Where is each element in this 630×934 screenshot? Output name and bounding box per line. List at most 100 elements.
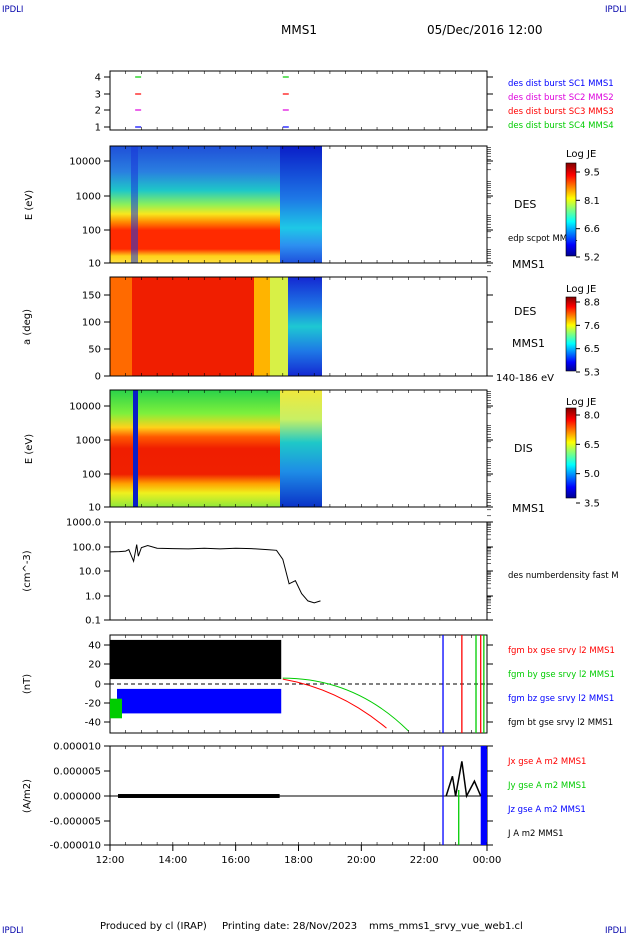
y-tick-label: 1000 — [76, 192, 101, 203]
dis-energy-yticks: 10000 1000 100 10 — [69, 391, 493, 517]
burst-legend-entry: des dist burst SC3 MMS3 — [508, 107, 614, 117]
burst-legend-entry: des dist burst SC2 MMS2 — [508, 93, 614, 103]
y-tick-label: -0.000010 — [50, 841, 101, 852]
des-energy-yticks: 10000 1000 100 10 — [69, 147, 493, 273]
des-pitch-spectrogram-tail — [288, 277, 322, 376]
magnetic-field-panel: 40 20 0 -20 -40 (nT) fgm bx gse srvy l2 MMS1… — [22, 634, 615, 734]
y-tick-label: 100 — [82, 470, 101, 481]
colorbar-tick-label: 8.1 — [584, 196, 600, 207]
colorbar-tick-label: 6.6 — [584, 224, 600, 235]
dis-energy-stripe — [133, 390, 138, 507]
y-tick-label: 100 — [82, 318, 101, 329]
des-energy-colorbar: Log JE 9.5 8.1 6.6 5.2 — [565, 149, 600, 264]
time-axis-tick-label: 16:00 — [221, 855, 250, 866]
by-trace — [282, 677, 409, 732]
y-tick-label: 100.0 — [72, 543, 101, 554]
current-legend-entry: J A m2 MMS1 — [507, 829, 564, 839]
burst-legend: des dist burst SC1 MMS1 des dist burst SC… — [508, 79, 614, 131]
magnetic-field-legend-entry: fgm bt gse srvy l2 MMS1 — [508, 718, 613, 728]
time-axis-tick-label: 00:00 — [473, 855, 502, 866]
density-ylabel: (cm^-3) — [22, 550, 33, 591]
des-energy-colorbar-title: Log JE — [566, 149, 596, 160]
y-tick-label: 0 — [95, 680, 101, 691]
des-energy-sublabel: edp scpot MMS1 — [508, 234, 578, 244]
corner-label-top-left: IPDLI — [2, 5, 23, 15]
y-tick-label: 20 — [88, 660, 101, 671]
colorbar-tick-label: 7.6 — [584, 321, 600, 332]
jz-burst-block — [480, 746, 487, 845]
y-tick-label: 100 — [82, 226, 101, 237]
density-panel: 1000.0 100.0 10.0 1.0 0.1 (cm^-3) des number… — [22, 518, 619, 627]
magnetic-field-legend-entry: fgm by gse srvy l2 MMS1 — [508, 670, 615, 680]
y-tick-label: 0.000010 — [53, 742, 101, 753]
burst-panel-frame — [109, 70, 488, 131]
footer-produced: Produced by cl (IRAP) — [100, 921, 207, 932]
y-tick-label: 0 — [95, 372, 101, 383]
current-yticks: 0.000010 0.000005 0.000000 -0.000005 -0.0000… — [50, 742, 493, 852]
y-tick-label: 1.0 — [85, 592, 101, 603]
magnetic-field-ylabel: (nT) — [22, 674, 33, 694]
des-energy-panel: 10000 1000 100 10 E (eV) DES edp scpot MMS1… — [24, 145, 600, 273]
magnetic-field-yticks: 40 20 0 -20 -40 — [85, 641, 493, 729]
colorbar-tick-label: 6.5 — [584, 344, 600, 355]
burst-marks — [135, 76, 289, 128]
des-pitch-colorbar-scale — [565, 296, 577, 372]
corner-label-bottom-right: IPDLI — [605, 926, 626, 934]
des-pitch-panel: 150 100 50 0 a (deg) DES MMS1 140-186 eV Lo… — [22, 276, 600, 384]
des-pitch-energy-range: 140-186 eV — [496, 373, 554, 384]
des-pitch-spacecraft: MMS1 — [512, 337, 545, 350]
dis-energy-panel: 10000 1000 100 10 E (eV) DIS MMS1 Log JE 8.… — [24, 389, 600, 517]
y-tick-label: 50 — [88, 345, 101, 356]
time-axis-tick-label: 22:00 — [410, 855, 439, 866]
current-legend-entry: Jy gse A m2 MMS1 — [507, 781, 586, 791]
des-energy-spacecraft: MMS1 — [512, 258, 545, 271]
y-tick-label: 4 — [95, 73, 101, 84]
y-tick-label: 3 — [95, 90, 101, 101]
current-ylabel: (A/m2) — [22, 779, 33, 813]
density-yticks: 1000.0 100.0 10.0 1.0 0.1 — [66, 518, 493, 627]
y-tick-label: 1 — [95, 123, 101, 134]
y-tick-label: 1000 — [76, 436, 101, 447]
time-axis-tick-label: 12:00 — [96, 855, 125, 866]
magnetic-field-legend: fgm bx gse srvy l2 MMS1 fgm by gse srvy l… — [508, 646, 615, 728]
current-legend-entry: Jz gse A m2 MMS1 — [507, 805, 586, 815]
y-tick-label: 10 — [88, 503, 101, 514]
y-tick-label: -0.000005 — [50, 817, 101, 828]
y-tick-label: 1000.0 — [66, 518, 101, 529]
y-tick-label: 10.0 — [79, 567, 101, 578]
dis-energy-ylabel: E (eV) — [24, 434, 35, 464]
density-frame — [109, 521, 488, 621]
y-tick-label: -20 — [85, 699, 101, 710]
des-energy-spectrogram-tail — [280, 146, 322, 263]
footer-printing: Printing date: 28/Nov/2023 — [222, 921, 357, 932]
burst-legend-entry: des dist burst SC4 MMS4 — [508, 121, 614, 131]
time-axis-tick-label: 20:00 — [347, 855, 376, 866]
des-energy-colorbar-scale — [565, 162, 577, 257]
time-axis-tick-label: 18:00 — [284, 855, 313, 866]
colorbar-tick-label: 8.0 — [584, 411, 600, 422]
dis-energy-spectrogram-tail — [280, 390, 322, 507]
y-tick-label: 10000 — [69, 402, 101, 413]
corner-label-bottom-left: IPDLI — [2, 926, 23, 934]
colorbar-tick-label: 5.3 — [584, 368, 600, 379]
dis-energy-spacecraft: MMS1 — [512, 502, 545, 515]
footer-file: mms_mms1_srvy_vue_web1.cl — [369, 921, 523, 932]
j-magnitude-trace — [445, 761, 482, 799]
dis-energy-colorbar-scale — [565, 407, 577, 499]
time-axis-tick-label: 14:00 — [158, 855, 187, 866]
plot-title: MMS1 — [281, 23, 317, 37]
y-tick-label: 40 — [88, 641, 101, 652]
y-tick-label: 10000 — [69, 157, 101, 168]
bx-trace — [282, 678, 387, 729]
des-pitch-spectrogram-transition2 — [270, 277, 288, 376]
des-pitch-colorbar-title: Log JE — [566, 284, 596, 295]
des-pitch-spectrogram-edge — [110, 277, 132, 376]
magnetic-field-legend-entry: fgm bz gse srvy l2 MMS1 — [508, 694, 614, 704]
colorbar-tick-label: 8.8 — [584, 298, 600, 309]
colorbar-tick-label: 5.2 — [584, 253, 600, 264]
des-pitch-ylabel: a (deg) — [22, 309, 33, 345]
y-tick-label: 10 — [88, 259, 101, 270]
des-energy-stripe — [131, 146, 138, 263]
